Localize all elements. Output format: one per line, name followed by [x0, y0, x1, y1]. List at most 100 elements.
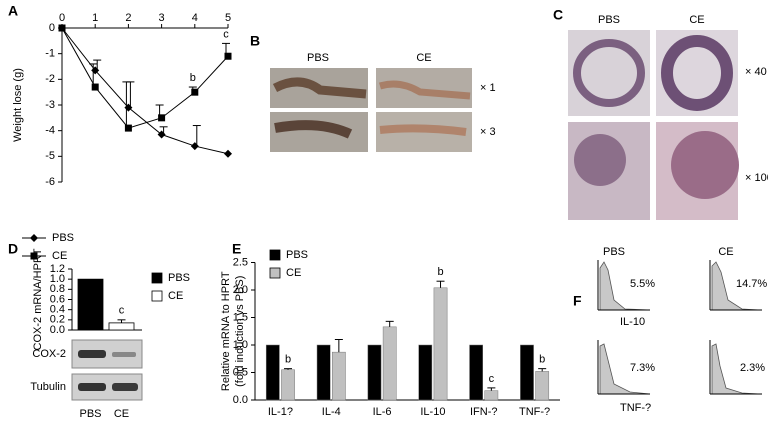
y-axis-label: COX-2 mRNA/HPRT	[32, 248, 44, 350]
y-tick-label: -2	[45, 73, 55, 85]
marker-label: IL-10	[620, 316, 645, 328]
y-tick-label: -3	[45, 99, 55, 111]
annotation: c	[119, 305, 125, 317]
annotation: c	[489, 373, 495, 385]
legend-label: PBS	[168, 272, 190, 284]
y-tick-label: 0	[49, 22, 55, 34]
tissue	[671, 131, 739, 199]
blot-label: COX-2	[32, 348, 66, 360]
y-axis-label: (fold induction vs PBS)	[234, 276, 246, 387]
y-tick-label: -1	[45, 48, 55, 60]
bar	[484, 390, 499, 401]
x-tick-label: IL-1?	[268, 406, 293, 418]
annotation: b	[539, 354, 545, 366]
panel-label: E	[232, 241, 241, 257]
legend-swatch	[269, 267, 281, 279]
marker	[124, 124, 132, 132]
column-label: PBS	[598, 14, 620, 26]
annotation: b	[190, 72, 196, 84]
panel-label: F	[573, 293, 582, 309]
bar	[108, 322, 135, 331]
x-tick-label: 0	[59, 12, 65, 24]
series-line	[61, 27, 229, 129]
bar	[265, 344, 280, 401]
x-tick-label: IL-4	[322, 406, 341, 418]
column-label: CE	[718, 246, 733, 258]
marker	[58, 24, 66, 32]
band	[112, 352, 136, 357]
column-label: CE	[416, 52, 431, 64]
x-tick-label: TNF-?	[519, 406, 550, 418]
y-tick-label: 0.6	[50, 293, 65, 305]
bar	[281, 369, 295, 401]
y-tick-label: 0.0	[50, 324, 65, 336]
tissue	[573, 39, 645, 107]
x-tick-label: 5	[225, 12, 231, 24]
legend-label: PBS	[52, 232, 74, 244]
marker-label: TNF-?	[620, 402, 651, 414]
annotation: b	[285, 354, 291, 366]
marker	[190, 142, 199, 151]
x-tick-label: CE	[114, 408, 129, 420]
y-tick-label: -6	[45, 176, 55, 188]
panel-label: B	[250, 33, 260, 49]
bar	[469, 344, 483, 401]
marker	[191, 88, 199, 96]
column-label: PBS	[603, 246, 625, 258]
x-tick-label: 3	[159, 12, 165, 24]
y-tick-label: 2.0	[233, 284, 248, 296]
bar	[535, 371, 550, 401]
column-label: CE	[689, 14, 704, 26]
percent-label: 7.3%	[630, 362, 655, 374]
bar	[382, 326, 397, 401]
y-tick-label: 0.8	[50, 283, 65, 295]
y-tick-label: 0.0	[233, 394, 248, 406]
percent-label: 5.5%	[630, 278, 655, 290]
bar	[332, 351, 346, 401]
x-tick-label: 2	[125, 12, 131, 24]
y-tick-label: 0.4	[50, 304, 65, 316]
y-tick-label: 1.0	[50, 273, 65, 285]
tissue	[272, 77, 367, 99]
marker	[91, 83, 99, 91]
tissue	[378, 80, 471, 100]
x-tick-label: IL-10	[420, 406, 445, 418]
annotation: b	[437, 266, 443, 278]
bar	[433, 287, 448, 401]
legend-label: CE	[286, 267, 301, 279]
band	[112, 383, 138, 391]
legend-swatch	[151, 290, 163, 302]
legend-label: CE	[52, 250, 67, 262]
tissue	[661, 35, 733, 111]
bar	[367, 344, 382, 401]
marker	[157, 130, 166, 139]
row-label: × 40	[745, 66, 767, 78]
row-label: × 1	[480, 82, 496, 94]
band	[78, 350, 106, 358]
y-tick-label: 1.5	[233, 311, 248, 323]
row-label: × 100	[745, 172, 768, 184]
panel-label: D	[8, 241, 18, 257]
blot-label: Tubulin	[30, 381, 66, 393]
bar	[418, 344, 433, 401]
percent-label: 14.7%	[736, 278, 767, 290]
panel-label: A	[8, 3, 18, 19]
y-tick-label: 0.5	[233, 366, 248, 378]
panel-label: C	[553, 7, 563, 23]
y-tick-label: 2.5	[233, 256, 248, 268]
y-tick-label: -4	[45, 125, 55, 137]
x-tick-label: IL-6	[373, 406, 392, 418]
y-axis-label: Weight lose (g)	[12, 68, 24, 142]
tissue	[379, 124, 467, 136]
bar	[77, 278, 104, 331]
row-label: × 3	[480, 126, 496, 138]
y-tick-label: 1.0	[233, 339, 248, 351]
legend-marker	[30, 252, 38, 260]
legend-swatch	[269, 249, 281, 261]
tissue	[274, 120, 353, 139]
legend-label: PBS	[286, 249, 308, 261]
bar	[520, 344, 534, 401]
y-tick-label: 1.2	[50, 263, 65, 275]
x-tick-label: PBS	[79, 408, 101, 420]
